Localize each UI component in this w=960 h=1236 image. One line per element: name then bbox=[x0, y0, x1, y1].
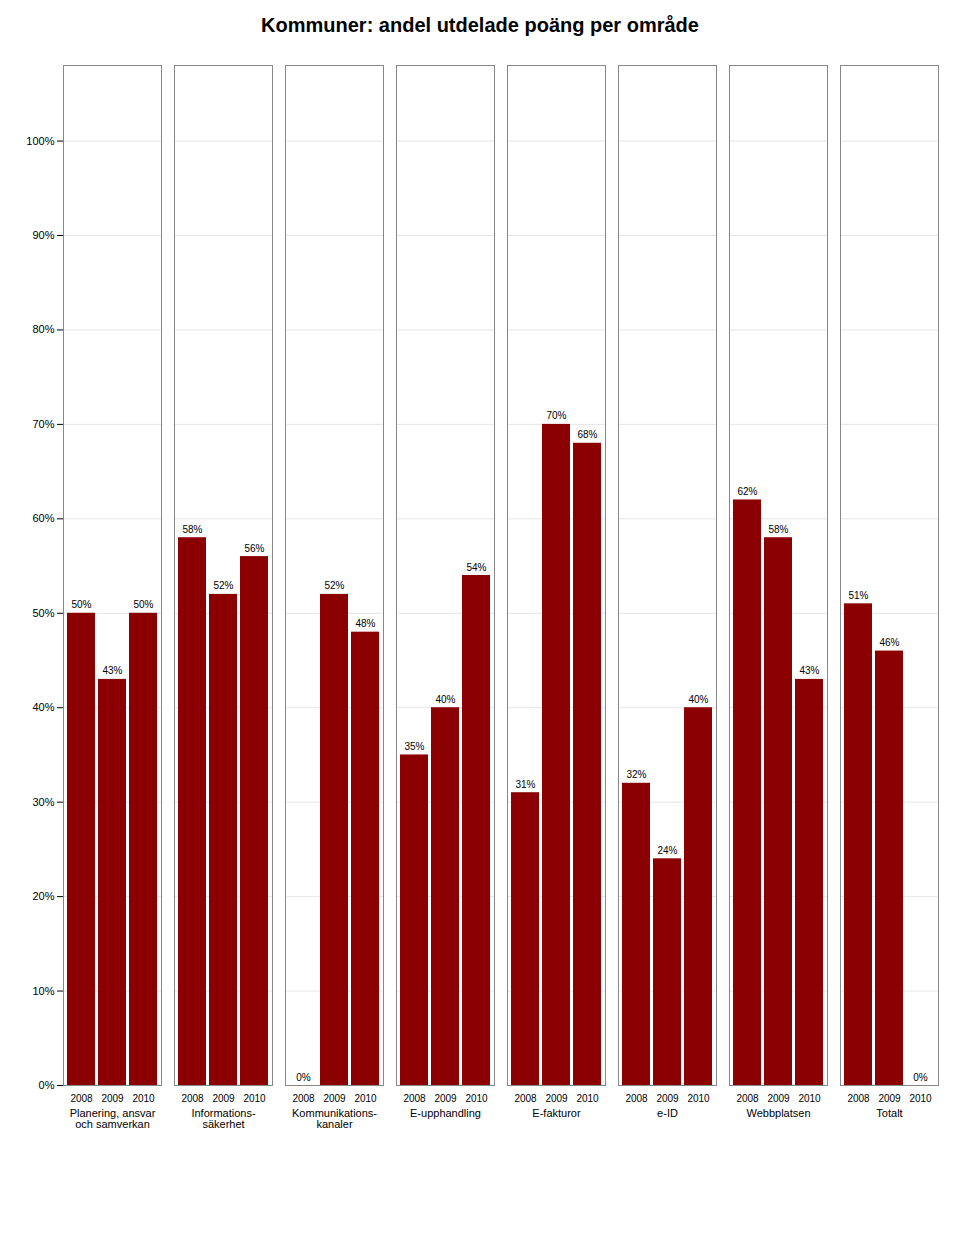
svg-text:2010: 2010 bbox=[354, 1093, 377, 1104]
svg-text:31%: 31% bbox=[515, 779, 535, 790]
svg-text:58%: 58% bbox=[768, 524, 788, 535]
svg-text:2010: 2010 bbox=[687, 1093, 710, 1104]
svg-text:Kommunikations-kanaler: Kommunikations-kanaler bbox=[292, 1107, 377, 1130]
svg-text:50%: 50% bbox=[32, 607, 54, 619]
svg-text:2010: 2010 bbox=[132, 1093, 155, 1104]
svg-text:52%: 52% bbox=[324, 580, 344, 591]
svg-text:32%: 32% bbox=[626, 769, 646, 780]
svg-text:2010: 2010 bbox=[909, 1093, 932, 1104]
svg-text:0%: 0% bbox=[296, 1072, 311, 1083]
svg-text:30%: 30% bbox=[32, 796, 54, 808]
svg-text:58%: 58% bbox=[182, 524, 202, 535]
svg-text:2010: 2010 bbox=[243, 1093, 266, 1104]
svg-text:2008: 2008 bbox=[514, 1093, 537, 1104]
svg-text:Planering, ansvaroch samverkan: Planering, ansvaroch samverkan bbox=[70, 1107, 156, 1130]
svg-text:2008: 2008 bbox=[292, 1093, 315, 1104]
svg-text:40%: 40% bbox=[688, 694, 708, 705]
svg-text:60%: 60% bbox=[32, 512, 54, 524]
svg-text:50%: 50% bbox=[71, 599, 91, 610]
svg-text:2009: 2009 bbox=[545, 1093, 568, 1104]
svg-text:2008: 2008 bbox=[70, 1093, 93, 1104]
svg-text:Webbplatsen: Webbplatsen bbox=[746, 1107, 810, 1119]
svg-text:24%: 24% bbox=[657, 845, 677, 856]
svg-text:100%: 100% bbox=[26, 135, 54, 147]
svg-text:20%: 20% bbox=[32, 890, 54, 902]
svg-text:68%: 68% bbox=[577, 429, 597, 440]
svg-text:2010: 2010 bbox=[576, 1093, 599, 1104]
svg-text:2008: 2008 bbox=[625, 1093, 648, 1104]
html-text:Kommuner: andel utdelade poäng: Kommuner: andel utdelade poäng per områd… bbox=[261, 14, 699, 36]
svg-text:40%: 40% bbox=[32, 701, 54, 713]
svg-text:Informations-säkerhet: Informations-säkerhet bbox=[191, 1107, 256, 1130]
svg-text:2010: 2010 bbox=[798, 1093, 821, 1104]
svg-text:e-ID: e-ID bbox=[657, 1107, 678, 1119]
svg-text:62%: 62% bbox=[737, 486, 757, 497]
svg-text:2010: 2010 bbox=[465, 1093, 488, 1104]
svg-text:46%: 46% bbox=[879, 637, 899, 648]
svg-text:70%: 70% bbox=[32, 418, 54, 430]
svg-text:43%: 43% bbox=[102, 665, 122, 676]
svg-text:90%: 90% bbox=[32, 229, 54, 241]
svg-text:50%: 50% bbox=[133, 599, 153, 610]
svg-text:2009: 2009 bbox=[878, 1093, 901, 1104]
svg-text:54%: 54% bbox=[466, 562, 486, 573]
svg-text:0%: 0% bbox=[39, 1079, 55, 1091]
svg-text:80%: 80% bbox=[32, 323, 54, 335]
svg-text:2008: 2008 bbox=[847, 1093, 870, 1104]
svg-text:56%: 56% bbox=[244, 543, 264, 554]
svg-text:35%: 35% bbox=[404, 741, 424, 752]
svg-text:48%: 48% bbox=[355, 618, 375, 629]
svg-text:Totalt: Totalt bbox=[876, 1107, 902, 1119]
svg-text:43%: 43% bbox=[799, 665, 819, 676]
svg-text:2008: 2008 bbox=[403, 1093, 426, 1104]
svg-text:2009: 2009 bbox=[212, 1093, 235, 1104]
svg-text:E-upphandling: E-upphandling bbox=[410, 1107, 481, 1119]
svg-text:2008: 2008 bbox=[181, 1093, 204, 1104]
svg-text:2009: 2009 bbox=[323, 1093, 346, 1104]
svg-text:2009: 2009 bbox=[767, 1093, 790, 1104]
svg-text:2008: 2008 bbox=[736, 1093, 759, 1104]
svg-text:0%: 0% bbox=[913, 1072, 928, 1083]
svg-text:2009: 2009 bbox=[434, 1093, 457, 1104]
svg-text:52%: 52% bbox=[213, 580, 233, 591]
svg-text:2009: 2009 bbox=[656, 1093, 679, 1104]
svg-text:2009: 2009 bbox=[101, 1093, 124, 1104]
svg-text:10%: 10% bbox=[32, 985, 54, 997]
svg-text:51%: 51% bbox=[848, 590, 868, 601]
svg-text:40%: 40% bbox=[435, 694, 455, 705]
svg-text:70%: 70% bbox=[546, 410, 566, 421]
svg-text:E-fakturor: E-fakturor bbox=[532, 1107, 581, 1119]
